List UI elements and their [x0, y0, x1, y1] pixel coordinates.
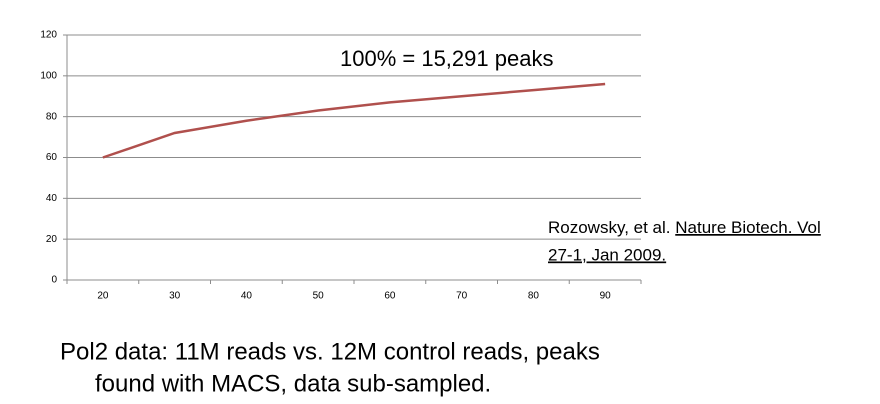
x-tick-label: 60 — [384, 291, 396, 302]
annotation: 100% = 15,291 peaks — [340, 46, 553, 71]
citation-author: Rozowsky, et al. — [548, 218, 671, 237]
y-tick-label: 100 — [40, 70, 57, 81]
x-tick-label: 90 — [600, 291, 612, 302]
y-tick-label: 80 — [46, 111, 58, 122]
x-tick-label: 80 — [528, 291, 540, 302]
citation-source: 27-1, Jan 2009. — [548, 245, 666, 264]
caption: Pol2 data: 11M reads vs. 12M control rea… — [60, 338, 600, 365]
y-tick-label: 20 — [46, 234, 58, 245]
y-tick-label: 40 — [46, 193, 58, 204]
y-tick-label: 120 — [40, 30, 57, 41]
y-tick-label: 0 — [51, 275, 57, 286]
caption: found with MACS, data sub-sampled. — [95, 370, 491, 397]
x-tick-label: 50 — [313, 291, 325, 302]
x-tick-label: 40 — [241, 291, 253, 302]
x-tick-label: 20 — [97, 291, 109, 302]
data-line — [102, 82, 606, 159]
x-tick-label: 70 — [456, 291, 468, 302]
y-tick-label: 60 — [46, 152, 58, 163]
citation: Rozowsky, et al. Nature Biotech. Vol — [548, 218, 821, 237]
x-tick-label: 30 — [169, 291, 181, 302]
citation-source: Nature Biotech. Vol — [675, 218, 821, 237]
